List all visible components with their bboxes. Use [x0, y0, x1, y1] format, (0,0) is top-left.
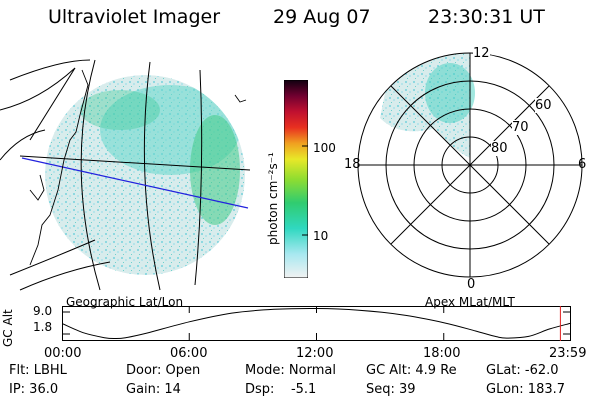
colorbar-tick-10: 10 [313, 229, 329, 243]
info-mode: Mode: Normal [245, 363, 336, 378]
time-label: 23:30:31 UT [428, 6, 545, 28]
instrument-title: Ultraviolet Imager [48, 6, 221, 28]
polar-caption: Apex MLat/MLT [425, 295, 515, 309]
info-door: Door: Open [126, 363, 201, 378]
mlt-label-12: 12 [473, 46, 490, 61]
alt-ylabel: GC Alt [1, 309, 15, 347]
info-glat: GLat: -62.0 [486, 363, 559, 378]
mlt-label-6: 6 [578, 157, 587, 172]
alt-xtick-0000: 00:00 [44, 346, 82, 361]
geo-caption: Geographic Lat/Lon [66, 295, 184, 309]
alt-ytick-top: 9.0 [33, 304, 53, 318]
info-gain: Gain: 14 [126, 382, 181, 397]
alt-series-line [62, 307, 572, 340]
polar-grid [357, 52, 583, 278]
alt-xtick-1200: 12:00 [296, 346, 334, 361]
coastline [29, 69, 247, 266]
alt-xtick-1800: 18:00 [423, 346, 461, 361]
date-label: 29 Aug 07 [273, 6, 371, 28]
mlat-label-70: 70 [512, 120, 529, 135]
info-gc-alt: GC Alt: 4.9 Re [366, 363, 457, 378]
lat-lon-grid [0, 59, 251, 291]
terminator-line [21, 157, 249, 209]
mlat-label-80: 80 [491, 141, 508, 156]
alt-xtick-0600: 06:00 [170, 346, 208, 361]
geographic-map [0, 59, 251, 291]
info-filter: Flt: LBHL [9, 363, 67, 378]
polar-plot [357, 52, 583, 278]
colorbar-label: photon cm⁻²s⁻¹ [266, 152, 280, 245]
info-seq: Seq: 39 [366, 382, 416, 397]
mlat-label-60: 60 [535, 98, 552, 113]
polar-aurora-image [380, 53, 475, 158]
mlt-label-0: 0 [467, 277, 476, 292]
colorbar [284, 80, 308, 278]
info-ip: IP: 36.0 [9, 382, 59, 397]
colorbar-tick-100: 100 [313, 141, 336, 155]
info-glon: GLon: 183.7 [486, 382, 566, 397]
alt-xtick-2359: 23:59 [549, 346, 587, 361]
info-dsp: Dsp: -5.1 [245, 382, 317, 397]
altitude-chart [62, 306, 572, 341]
alt-ytick-bottom: 1.8 [33, 320, 53, 334]
mlt-label-18: 18 [344, 157, 361, 172]
